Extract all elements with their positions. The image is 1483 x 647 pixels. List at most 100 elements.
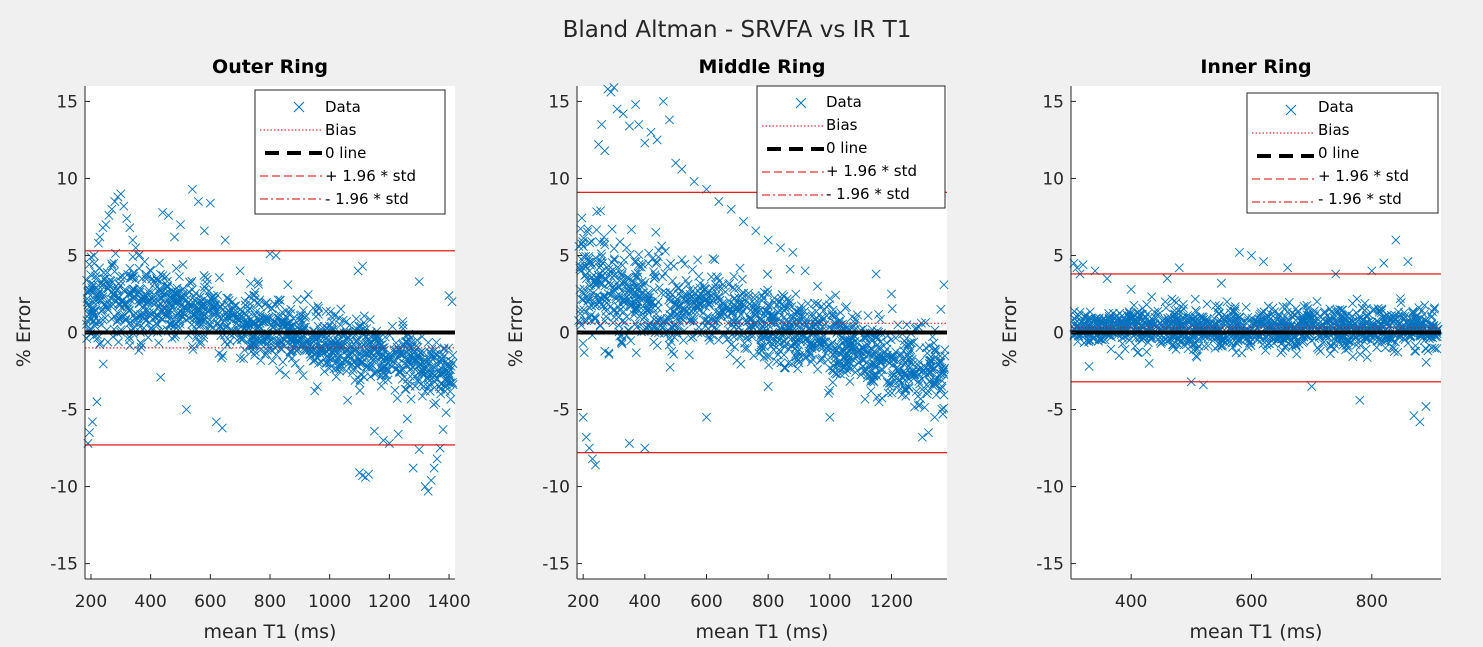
data-point xyxy=(811,300,821,310)
data-point xyxy=(105,275,115,285)
data-point xyxy=(643,258,653,269)
data-point xyxy=(1261,345,1271,355)
data-point xyxy=(208,296,218,306)
x-tick-label: 1400 xyxy=(427,592,470,612)
data-point xyxy=(1336,313,1346,323)
data-point xyxy=(1395,294,1405,304)
data-point xyxy=(87,417,97,427)
data-point xyxy=(367,359,377,369)
data-point xyxy=(156,372,166,382)
data-point xyxy=(179,309,189,319)
data-point xyxy=(861,367,871,377)
data-point xyxy=(119,201,129,211)
data-point xyxy=(1410,341,1421,351)
data-point xyxy=(661,288,671,298)
legend-label-lower: - 1.96 * std xyxy=(1318,190,1402,208)
data-point xyxy=(141,315,151,325)
data-point xyxy=(800,316,810,326)
data-point xyxy=(653,314,663,325)
data-point xyxy=(274,299,284,309)
data-point xyxy=(1217,340,1227,350)
data-point xyxy=(1162,321,1172,331)
data-point xyxy=(195,336,205,346)
data-point xyxy=(99,268,109,278)
data-point xyxy=(599,237,609,247)
data-point xyxy=(774,345,784,355)
data-point xyxy=(1291,304,1301,314)
data-point xyxy=(922,389,932,399)
data-point xyxy=(1344,343,1354,353)
data-point xyxy=(1234,317,1245,327)
data-point xyxy=(296,313,306,323)
data-point xyxy=(335,359,346,369)
data-point xyxy=(1202,299,1212,309)
x-axis-label: mean T1 (ms) xyxy=(1190,621,1323,643)
data-point xyxy=(813,364,823,374)
data-point xyxy=(924,368,934,378)
data-point xyxy=(624,273,634,283)
data-point xyxy=(1269,338,1279,348)
y-tick-label: -15 xyxy=(542,555,570,575)
data-point xyxy=(1210,300,1220,311)
data-point xyxy=(162,280,172,290)
data-point xyxy=(935,351,945,361)
data-point xyxy=(763,285,773,295)
data-point xyxy=(424,355,434,365)
legend-marker-data xyxy=(795,97,807,109)
data-point xyxy=(843,355,853,365)
data-point xyxy=(1214,316,1224,326)
data-point xyxy=(632,322,642,332)
data-point xyxy=(183,293,193,303)
data-point xyxy=(205,321,215,331)
data-point xyxy=(828,337,838,347)
legend-label-upper: + 1.96 * std xyxy=(826,162,917,180)
data-point xyxy=(741,296,751,306)
data-point xyxy=(81,319,92,329)
data-point xyxy=(1380,337,1390,347)
data-point xyxy=(124,306,134,316)
data-point xyxy=(749,298,759,308)
data-point xyxy=(938,367,948,377)
y-tick-label: 5 xyxy=(67,246,78,266)
data-point xyxy=(164,300,174,310)
data-point xyxy=(1303,304,1313,314)
data-point xyxy=(710,255,720,265)
data-point xyxy=(828,305,838,315)
data-point xyxy=(115,312,125,322)
data-point xyxy=(1174,263,1184,273)
data-point xyxy=(303,335,313,345)
data-point xyxy=(801,333,811,343)
data-point xyxy=(319,367,329,377)
legend-label-zero: 0 line xyxy=(826,139,867,157)
data-point xyxy=(110,197,120,207)
data-point xyxy=(1192,352,1202,362)
data-point xyxy=(615,268,625,278)
data-point xyxy=(1360,298,1370,308)
data-point xyxy=(627,277,637,287)
data-point xyxy=(695,283,705,293)
data-point xyxy=(620,317,630,327)
data-point xyxy=(764,360,774,370)
data-point xyxy=(1228,312,1238,322)
data-point xyxy=(240,296,250,306)
legend-box xyxy=(1246,92,1439,214)
data-point xyxy=(122,213,132,224)
data-point xyxy=(871,269,881,279)
data-point xyxy=(608,265,618,275)
data-point xyxy=(1191,339,1201,349)
data-point xyxy=(756,342,766,352)
subplot-title: Middle Ring xyxy=(699,56,826,78)
data-point xyxy=(282,332,292,342)
data-point xyxy=(330,310,341,320)
data-point xyxy=(584,443,594,453)
y-tick-label: -15 xyxy=(50,555,78,575)
data-point xyxy=(261,297,271,307)
data-point xyxy=(609,255,619,265)
data-point xyxy=(645,318,655,328)
data-point xyxy=(188,344,198,355)
data-point xyxy=(626,336,636,346)
data-point xyxy=(223,293,233,303)
data-point xyxy=(1134,310,1144,320)
legend-label-bias: Bias xyxy=(1318,121,1350,139)
data-point xyxy=(262,313,272,323)
